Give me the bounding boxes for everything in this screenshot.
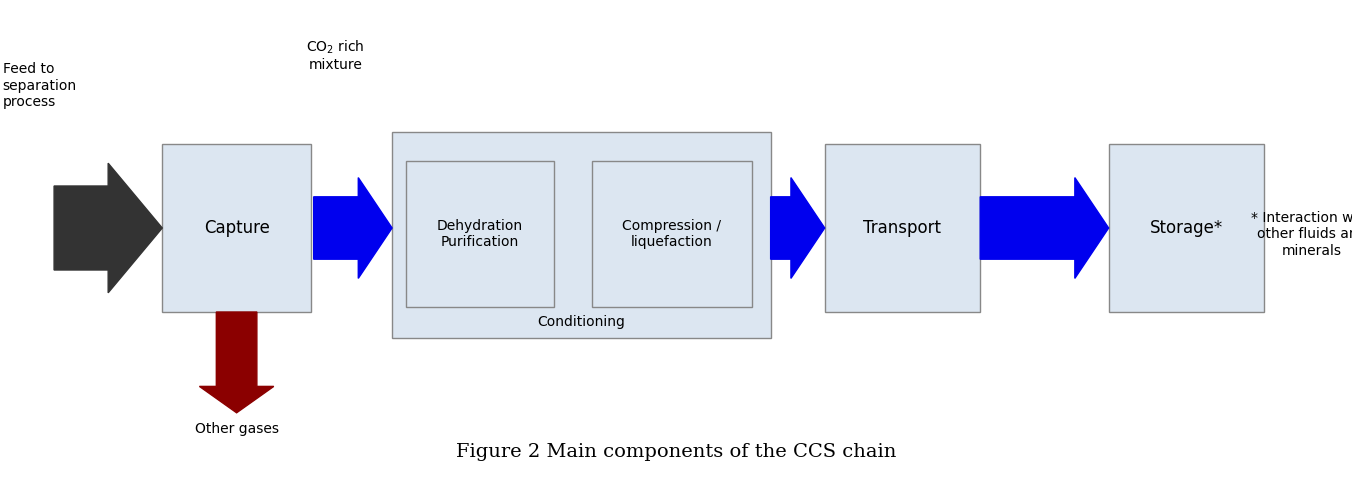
FancyBboxPatch shape	[1109, 144, 1264, 312]
FancyBboxPatch shape	[406, 161, 554, 307]
Text: Figure 2 Main components of the CCS chain: Figure 2 Main components of the CCS chai…	[456, 443, 896, 461]
FancyArrow shape	[314, 178, 392, 278]
FancyBboxPatch shape	[392, 132, 771, 338]
FancyArrow shape	[54, 163, 162, 293]
FancyArrow shape	[980, 178, 1109, 278]
Text: Feed to
separation
process: Feed to separation process	[3, 62, 77, 109]
Text: Transport: Transport	[864, 219, 941, 237]
Text: Compression /
liquefaction: Compression / liquefaction	[622, 219, 722, 249]
Text: * Interaction with
other fluids and
minerals: * Interaction with other fluids and mine…	[1251, 211, 1352, 258]
Text: Capture: Capture	[204, 219, 269, 237]
Text: Conditioning: Conditioning	[538, 315, 625, 329]
FancyArrow shape	[200, 312, 273, 413]
FancyBboxPatch shape	[592, 161, 752, 307]
FancyBboxPatch shape	[825, 144, 980, 312]
FancyBboxPatch shape	[162, 144, 311, 312]
Text: Storage*: Storage*	[1149, 219, 1224, 237]
Text: Dehydration
Purification: Dehydration Purification	[437, 219, 523, 249]
Text: Other gases: Other gases	[195, 422, 279, 436]
Text: CO$_2$ rich
mixture: CO$_2$ rich mixture	[306, 38, 365, 72]
FancyArrow shape	[771, 178, 825, 278]
